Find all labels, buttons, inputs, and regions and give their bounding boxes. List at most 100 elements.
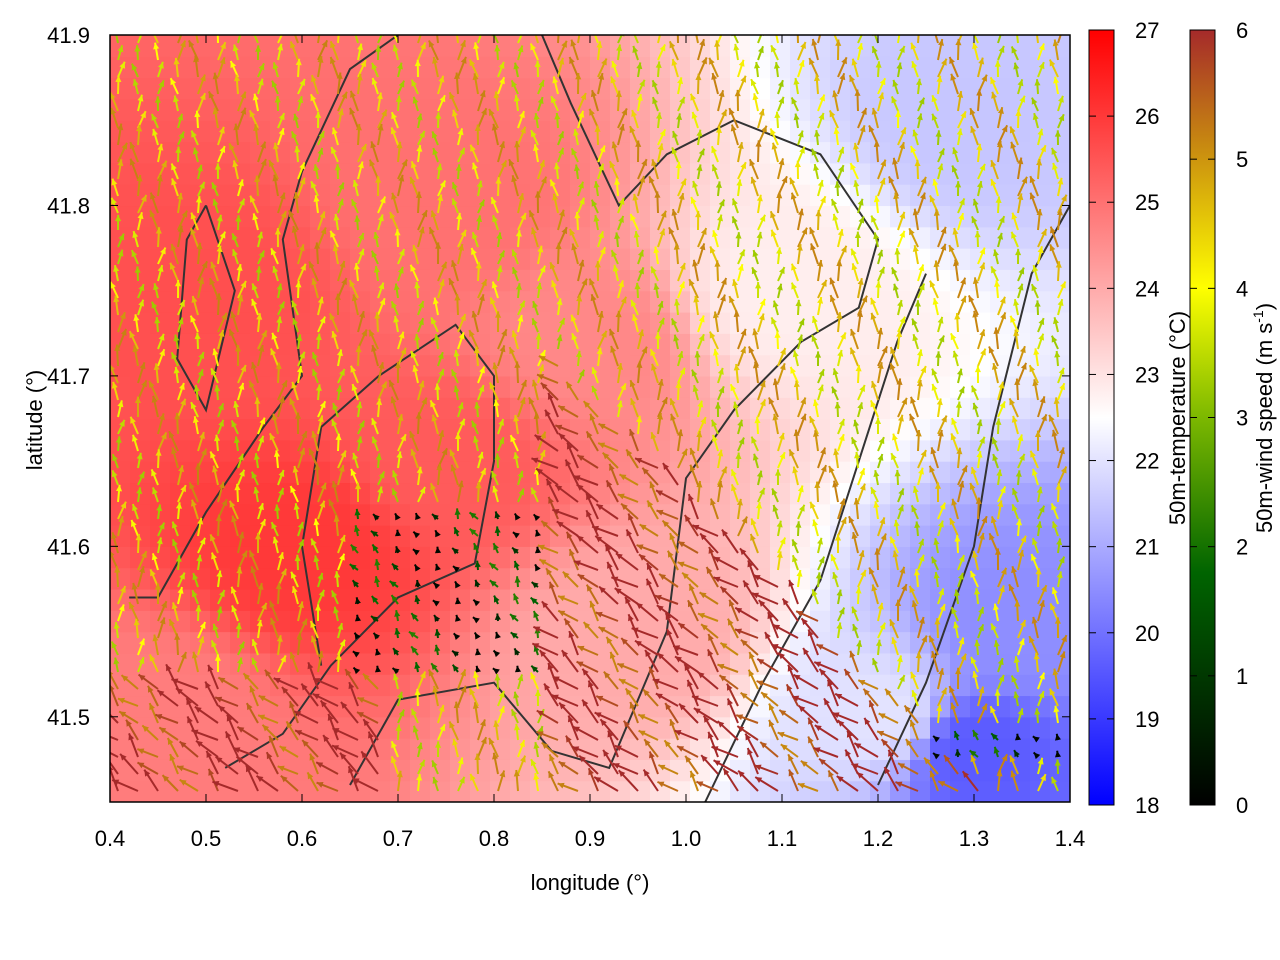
heatmap-cell [490,482,511,505]
heatmap-cell [290,269,311,292]
heatmap-cell [890,610,911,633]
heatmap-cell [110,354,131,377]
heatmap-cell [370,695,391,718]
heatmap-cell [190,354,211,377]
heatmap-cell [810,397,831,420]
heatmap-cell [290,120,311,143]
heatmap-cell [310,333,331,356]
heatmap-cell [170,780,191,802]
heatmap-cell [1010,652,1031,675]
heatmap-cell [850,567,871,590]
heatmap-cell [370,780,391,802]
heatmap-cell [830,674,851,697]
heatmap-cell [630,759,651,782]
heatmap-cell [230,205,251,228]
heatmap-cell [890,375,911,398]
heatmap-cell [190,695,211,718]
heatmap-cell [910,418,931,441]
heatmap-cell [190,461,211,484]
heatmap-cell [630,503,651,526]
heatmap-cell [510,525,531,547]
heatmap-cell [550,269,571,292]
heatmap-cell [1010,248,1031,270]
heatmap-cell [430,631,451,654]
heatmap-cell [330,546,351,569]
heatmap-cell [250,482,271,505]
heatmap-cell [370,674,391,697]
contour-line [349,35,880,786]
heatmap-cell [110,162,131,185]
heatmap-cell [950,375,971,398]
heatmap-cell [150,503,171,526]
heatmap-cell [1010,311,1031,334]
heatmap-cell [950,184,971,207]
wind-vector-head [93,744,100,750]
heatmap-cell [290,716,311,739]
heatmap-cell [1030,652,1051,675]
heatmap-cell [1010,98,1031,121]
wind-vector-head [119,61,125,69]
heatmap-cell [770,311,791,334]
heatmap-cell [470,610,491,633]
heatmap-cell [570,290,591,313]
heatmap-cell [430,35,451,57]
heatmap-cell [850,695,871,718]
heatmap-cell [310,546,331,569]
heatmap-cell [670,311,691,334]
heatmap-cell [550,162,571,185]
heatmap-cell [350,184,371,207]
heatmap-cell [430,716,451,739]
heatmap-cell [570,503,591,526]
heatmap-cell [790,461,811,484]
heatmap-cell [610,311,631,334]
heatmap-cell [890,35,911,57]
heatmap-cell [810,439,831,462]
heatmap-cell [450,56,471,79]
heatmap-cell [390,354,411,377]
heatmap-cell [810,375,831,398]
heatmap-cell [470,439,491,462]
heatmap-cell [870,205,891,228]
heatmap-cell [670,439,691,462]
heatmap-cell [1010,482,1031,505]
heatmap-cell [450,375,471,398]
heatmap-cell [270,652,291,675]
heatmap-cell [770,674,791,697]
heatmap-cell [470,141,491,164]
heatmap-cell [470,759,491,782]
heatmap-cell [390,311,411,334]
heatmap-cell [810,525,831,547]
heatmap-cell [150,759,171,782]
heatmap-cell [670,248,691,270]
heatmap-cell [770,418,791,441]
heatmap-cell [810,120,831,143]
heatmap-cell [370,461,391,484]
wind-vector-head [577,23,583,30]
heatmap-cell [910,546,931,569]
heatmap-cell [1050,439,1070,462]
heatmap-cell [650,184,671,207]
heatmap-cell [870,461,891,484]
heatmap-cell [290,418,311,441]
heatmap-cell [1030,184,1051,207]
heatmap-cell [350,482,371,505]
heatmap-cell [170,482,191,505]
heatmap-cell [1050,397,1070,420]
heatmap-cell [530,269,551,292]
heatmap-cell [230,738,251,760]
heatmap-cell [390,525,411,547]
heatmap-cell [270,120,291,143]
heatmap-cell [830,738,851,760]
heatmap-cell [370,141,391,164]
heatmap-cell [230,311,251,334]
heatmap-cell [590,184,611,207]
heatmap-cell [1010,716,1031,739]
heatmap-cell [910,567,931,590]
wind-vector-head [117,159,124,167]
heatmap-cell [410,375,431,398]
heatmap-cell [370,226,391,249]
heatmap-cell [610,610,631,633]
heatmap-cell [210,77,231,100]
heatmap-cell [270,759,291,782]
heatmap-cell [590,525,611,547]
